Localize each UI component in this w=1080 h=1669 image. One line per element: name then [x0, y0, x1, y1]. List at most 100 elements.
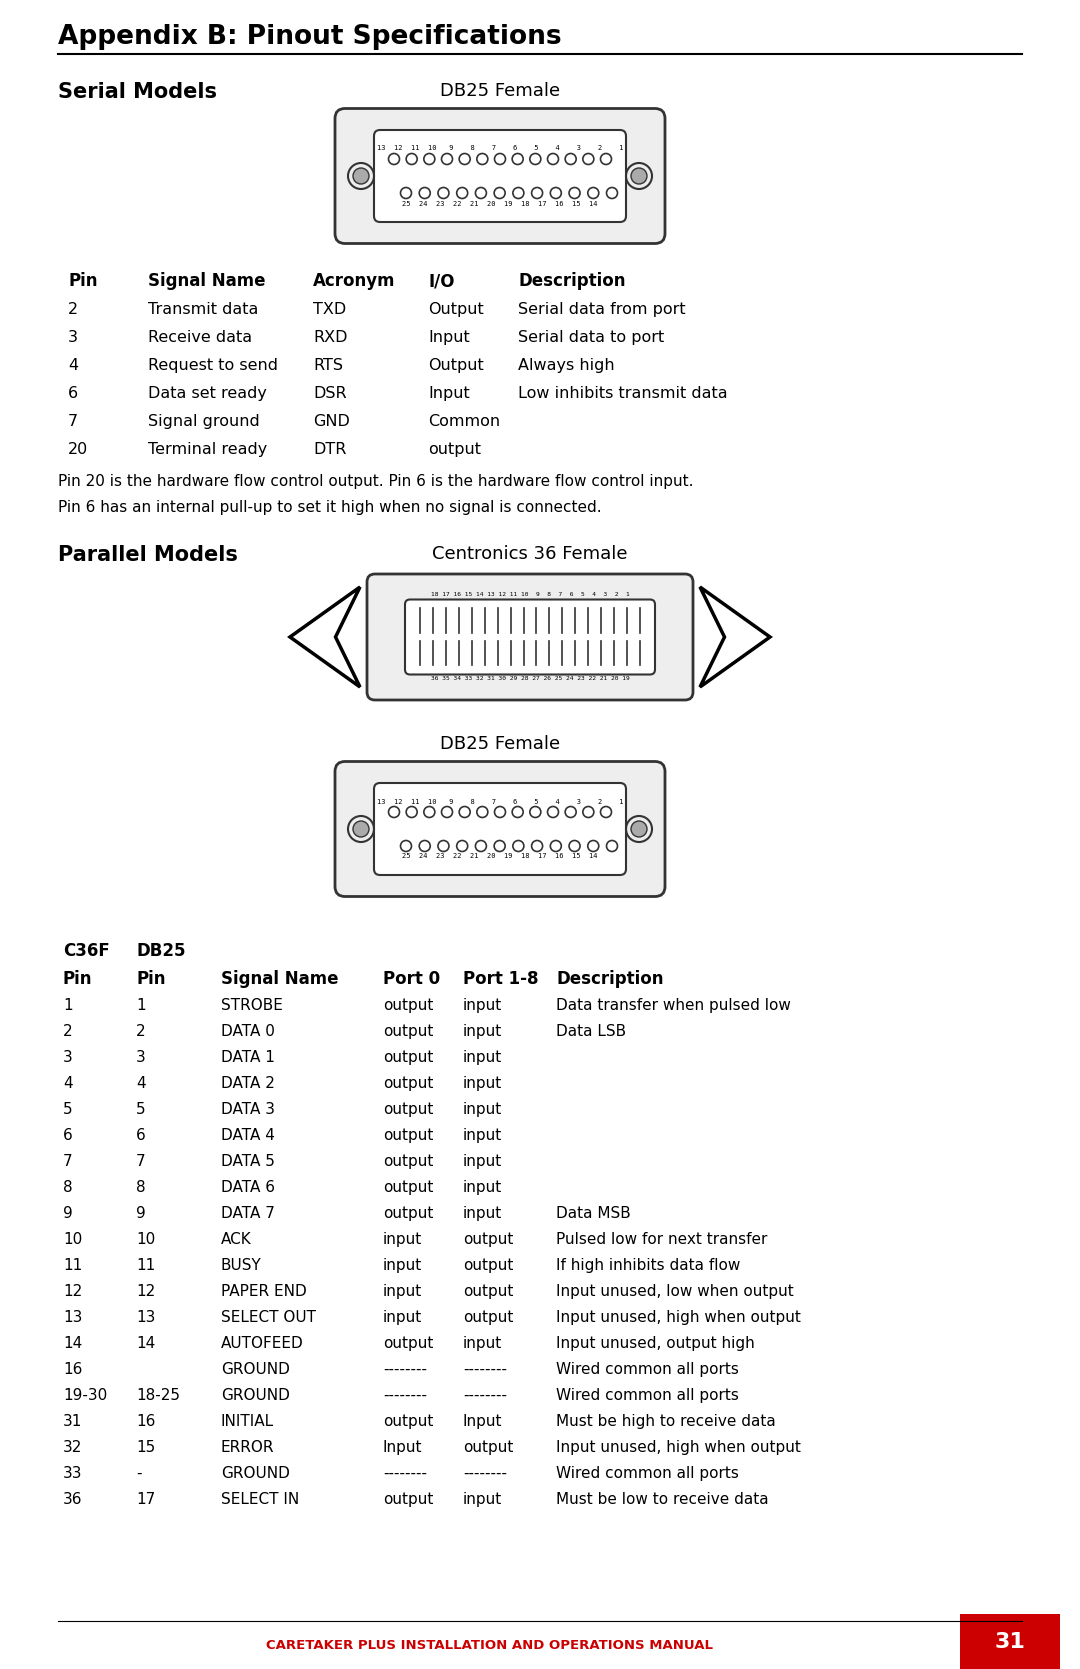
Text: SELECT OUT: SELECT OUT	[221, 1310, 316, 1325]
Text: 8: 8	[136, 1180, 146, 1195]
Text: DATA 5: DATA 5	[221, 1153, 275, 1168]
Text: 11: 11	[63, 1258, 82, 1273]
Text: input: input	[383, 1283, 422, 1298]
Text: ERROR: ERROR	[221, 1440, 274, 1455]
Text: input: input	[463, 1025, 502, 1040]
Text: 36: 36	[63, 1492, 82, 1507]
Text: 8: 8	[63, 1180, 72, 1195]
Text: 2: 2	[136, 1025, 146, 1040]
Text: Signal Name: Signal Name	[221, 970, 338, 988]
Text: 32: 32	[63, 1440, 82, 1455]
Text: output: output	[463, 1440, 513, 1455]
Text: 18-25: 18-25	[136, 1389, 180, 1404]
Text: I/O: I/O	[428, 272, 455, 290]
Text: 33: 33	[63, 1465, 82, 1480]
Text: 25  24  23  22  21  20  19  18  17  16  15  14: 25 24 23 22 21 20 19 18 17 16 15 14	[402, 200, 597, 207]
Text: 5: 5	[136, 1102, 146, 1117]
Text: 3: 3	[63, 1050, 72, 1065]
Text: output: output	[463, 1258, 513, 1273]
Text: 16: 16	[63, 1362, 82, 1377]
Text: 15: 15	[136, 1440, 156, 1455]
Text: output: output	[383, 1025, 433, 1040]
Text: output: output	[383, 1414, 433, 1429]
Text: output: output	[383, 1180, 433, 1195]
Text: 12: 12	[63, 1283, 82, 1298]
Text: output: output	[463, 1310, 513, 1325]
Text: 31: 31	[995, 1632, 1025, 1652]
Text: Input unused, low when output: Input unused, low when output	[556, 1283, 794, 1298]
Text: DATA 2: DATA 2	[221, 1077, 275, 1092]
Text: TXD: TXD	[313, 302, 347, 317]
Polygon shape	[700, 587, 770, 688]
Text: PAPER END: PAPER END	[221, 1283, 307, 1298]
Circle shape	[631, 821, 647, 836]
Text: GND: GND	[313, 414, 350, 429]
Text: DATA 7: DATA 7	[221, 1207, 275, 1222]
Text: Pulsed low for next transfer: Pulsed low for next transfer	[556, 1232, 768, 1247]
Text: 10: 10	[63, 1232, 82, 1247]
FancyBboxPatch shape	[374, 783, 626, 875]
Text: Pin 6 has an internal pull-up to set it high when no signal is connected.: Pin 6 has an internal pull-up to set it …	[58, 501, 602, 516]
Text: Parallel Models: Parallel Models	[58, 546, 238, 566]
Text: Data set ready: Data set ready	[148, 386, 267, 401]
Text: ACK: ACK	[221, 1232, 252, 1247]
Text: Input unused, output high: Input unused, output high	[556, 1335, 755, 1350]
Text: 5: 5	[63, 1102, 72, 1117]
Text: DB25 Female: DB25 Female	[440, 734, 561, 753]
Text: Common: Common	[428, 414, 500, 429]
Text: Low inhibits transmit data: Low inhibits transmit data	[518, 386, 728, 401]
Text: Appendix B: Pinout Specifications: Appendix B: Pinout Specifications	[58, 23, 562, 50]
Text: 9: 9	[63, 1207, 72, 1222]
Text: Serial Models: Serial Models	[58, 82, 217, 102]
Text: 3: 3	[68, 330, 78, 345]
Text: output: output	[383, 1050, 433, 1065]
Text: input: input	[463, 1050, 502, 1065]
Text: Port 0: Port 0	[383, 970, 441, 988]
Text: 12: 12	[136, 1283, 156, 1298]
Text: 25  24  23  22  21  20  19  18  17  16  15  14: 25 24 23 22 21 20 19 18 17 16 15 14	[402, 853, 597, 860]
Text: Signal Name: Signal Name	[148, 272, 266, 290]
Text: Wired common all ports: Wired common all ports	[556, 1389, 739, 1404]
Text: output: output	[383, 1492, 433, 1507]
Text: Description: Description	[518, 272, 625, 290]
Text: 10: 10	[136, 1232, 156, 1247]
Text: --------: --------	[383, 1389, 427, 1404]
Text: 19-30: 19-30	[63, 1389, 107, 1404]
Text: Port 1-8: Port 1-8	[463, 970, 539, 988]
Text: 11: 11	[136, 1258, 156, 1273]
Text: 14: 14	[136, 1335, 156, 1350]
Text: Input: Input	[428, 386, 470, 401]
Text: output: output	[383, 1077, 433, 1092]
Text: output: output	[463, 1232, 513, 1247]
Text: Wired common all ports: Wired common all ports	[556, 1465, 739, 1480]
Text: input: input	[463, 1077, 502, 1092]
FancyBboxPatch shape	[367, 574, 693, 699]
Text: RXD: RXD	[313, 330, 348, 345]
Text: Request to send: Request to send	[148, 357, 278, 372]
Text: Serial data to port: Serial data to port	[518, 330, 664, 345]
Text: input: input	[383, 1232, 422, 1247]
Text: input: input	[463, 1128, 502, 1143]
Text: --------: --------	[383, 1465, 427, 1480]
Text: 18 17 16 15 14 13 12 11 10  9  8  7  6  5  4  3  2  1: 18 17 16 15 14 13 12 11 10 9 8 7 6 5 4 3…	[431, 592, 630, 598]
Text: --------: --------	[463, 1362, 507, 1377]
Text: Must be high to receive data: Must be high to receive data	[556, 1414, 775, 1429]
Text: input: input	[463, 1207, 502, 1222]
Text: 6: 6	[63, 1128, 72, 1143]
Text: RTS: RTS	[313, 357, 343, 372]
Text: 6: 6	[136, 1128, 146, 1143]
Text: 3: 3	[136, 1050, 146, 1065]
Text: Pin: Pin	[63, 970, 93, 988]
Text: 36 35 34 33 32 31 30 29 28 27 26 25 24 23 22 21 20 19: 36 35 34 33 32 31 30 29 28 27 26 25 24 2…	[431, 676, 630, 681]
Text: output: output	[383, 1335, 433, 1350]
Text: Signal ground: Signal ground	[148, 414, 260, 429]
Text: 7: 7	[63, 1153, 72, 1168]
Text: Output: Output	[428, 302, 484, 317]
Text: Centronics 36 Female: Centronics 36 Female	[432, 546, 627, 562]
Text: output: output	[428, 442, 481, 457]
Text: input: input	[463, 1180, 502, 1195]
Text: 31: 31	[63, 1414, 82, 1429]
Text: Input unused, high when output: Input unused, high when output	[556, 1440, 801, 1455]
Text: input: input	[463, 1492, 502, 1507]
Text: input: input	[383, 1310, 422, 1325]
